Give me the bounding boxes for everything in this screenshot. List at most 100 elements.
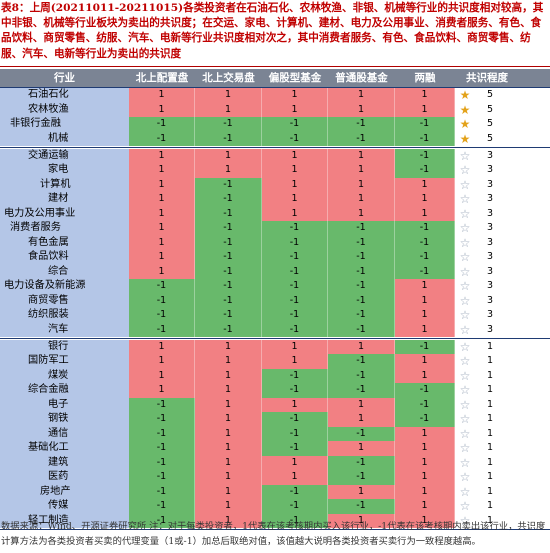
consensus-value: 3: [486, 236, 494, 248]
star-outline-icon: ☆: [459, 412, 471, 426]
table-caption: 表8：上周(20211011-20211015)各类投资者在石油石化、农林牧渔、…: [1, 1, 547, 62]
industry-name: 钢铁: [48, 413, 69, 424]
consensus-value: 3: [486, 222, 494, 233]
table-row: 房地产 -1 1 -1 1 1 ☆ 1: [0, 484, 550, 499]
star-outline-icon: ☆: [459, 177, 471, 192]
industry-name: 国防军工: [28, 355, 69, 366]
signal-cell: 1: [129, 235, 195, 250]
industry-cell: 汽车: [0, 322, 129, 337]
signal-cell: -1: [129, 426, 195, 441]
consensus-value: 3: [486, 294, 494, 306]
industry-cell: 综合金融: [0, 383, 129, 398]
signal-cell: 1: [129, 264, 195, 279]
signal-cell: 1: [129, 221, 195, 236]
signal-cell: 1: [129, 250, 195, 265]
signal-cell: -1: [262, 484, 328, 499]
signal-cell: -1: [328, 499, 395, 514]
signal-cell: -1: [195, 293, 262, 308]
signal-cell: -1: [129, 455, 195, 470]
signal-cell: -1: [328, 383, 395, 398]
table-row: 银行 1 1 1 1 -1 ☆ 1: [0, 339, 550, 354]
industry-name: 煤炭: [48, 369, 69, 381]
signal-cell: -1: [262, 279, 328, 294]
star-filled-icon: ★: [459, 117, 471, 131]
industry-cell: 银行: [0, 339, 129, 354]
signal-cell: -1: [129, 484, 195, 499]
signal-cell: 1: [195, 383, 262, 398]
table-row: 非银行金融 -1 -1 -1 -1 -1 ★ 5: [0, 117, 550, 132]
signal-cell: 1: [395, 499, 455, 514]
star-filled-icon: ★: [459, 88, 471, 102]
signal-cell: 1: [262, 455, 328, 470]
signal-cell: 1: [395, 308, 455, 323]
signal-cell: -1: [328, 368, 395, 383]
signal-cell: 1: [395, 470, 455, 485]
industry-cell: 农林牧渔: [0, 102, 129, 117]
signal-cell: -1: [262, 412, 328, 427]
signal-cell: -1: [129, 322, 195, 337]
signal-cell: 1: [395, 293, 455, 308]
signal-cell: -1: [328, 250, 395, 265]
signal-cell: 1: [395, 88, 455, 103]
table-header: 行业 北上配置盘 北上交易盘 偏股型基金 普通股基金 两融 共识程度: [0, 69, 550, 88]
signal-cell: 1: [195, 88, 262, 103]
signal-cell: -1: [262, 368, 328, 383]
signal-cell: -1: [262, 293, 328, 308]
signal-cell: -1: [129, 308, 195, 323]
star-outline-icon: ☆: [459, 221, 471, 235]
signal-cell: -1: [262, 308, 328, 323]
table-row: 电子 -1 1 1 1 -1 ☆ 1: [0, 397, 550, 412]
industry-name: 医药: [48, 471, 69, 482]
star-outline-icon: ☆: [459, 308, 471, 322]
signal-cell: -1: [129, 131, 195, 146]
signal-cell: 1: [195, 163, 262, 178]
star-outline-icon: ☆: [459, 339, 471, 354]
signal-cell: -1: [262, 221, 328, 236]
industry-name: 计算机: [40, 178, 71, 190]
signal-cell: -1: [129, 441, 195, 456]
consensus-value: 3: [486, 251, 494, 262]
signal-cell: -1: [129, 412, 195, 427]
signal-cell: -1: [195, 279, 262, 294]
signal-cell: 1: [262, 206, 328, 221]
signal-cell: -1: [262, 322, 328, 337]
signal-cell: 1: [195, 499, 262, 514]
signal-cell: 1: [129, 177, 195, 192]
consensus-value: 1: [486, 456, 494, 468]
signal-cell: -1: [129, 293, 195, 308]
table-row: 传媒 -1 1 -1 -1 1 ☆ 1: [0, 499, 550, 514]
signal-cell: 1: [328, 148, 395, 163]
consensus-value: 3: [486, 207, 494, 219]
star-outline-icon: ☆: [459, 354, 471, 368]
signal-cell: 1: [129, 339, 195, 354]
signal-cell: -1: [129, 513, 195, 528]
industry-name: 家电: [48, 164, 69, 175]
star-outline-icon: ☆: [459, 264, 471, 279]
signal-cell: 1: [262, 192, 328, 207]
industry-cell: 计算机: [0, 177, 129, 192]
industry-cell: 电力设备及新能源: [0, 279, 129, 294]
header-consensus: 共识程度: [466, 72, 508, 84]
signal-cell: -1: [328, 279, 395, 294]
signal-cell: 1: [195, 513, 262, 528]
group-divider: [0, 146, 550, 148]
signal-cell: 1: [195, 102, 262, 117]
signal-cell: -1: [195, 117, 262, 132]
industry-cell: 食品饮料: [0, 250, 129, 265]
signal-cell: 1: [195, 470, 262, 485]
signal-cell: 1: [328, 88, 395, 103]
consensus-value: 3: [486, 193, 494, 204]
industry-cell: 传媒: [0, 499, 129, 514]
signal-cell: 1: [195, 368, 262, 383]
signal-cell: -1: [328, 131, 395, 146]
consensus-value: 3: [486, 309, 494, 320]
signal-cell: 1: [195, 455, 262, 470]
consensus-value: 1: [486, 485, 494, 497]
table-bottom-rule: [0, 528, 550, 530]
signal-cell: 1: [395, 192, 455, 207]
industry-name: 电力及公用事业: [4, 207, 76, 219]
industry-cell: 轻工制造: [0, 513, 129, 528]
consensus-value: 5: [486, 118, 494, 129]
industry-cell: 医药: [0, 470, 129, 485]
table-row: 石油石化 1 1 1 1 1 ★ 5: [0, 88, 550, 103]
